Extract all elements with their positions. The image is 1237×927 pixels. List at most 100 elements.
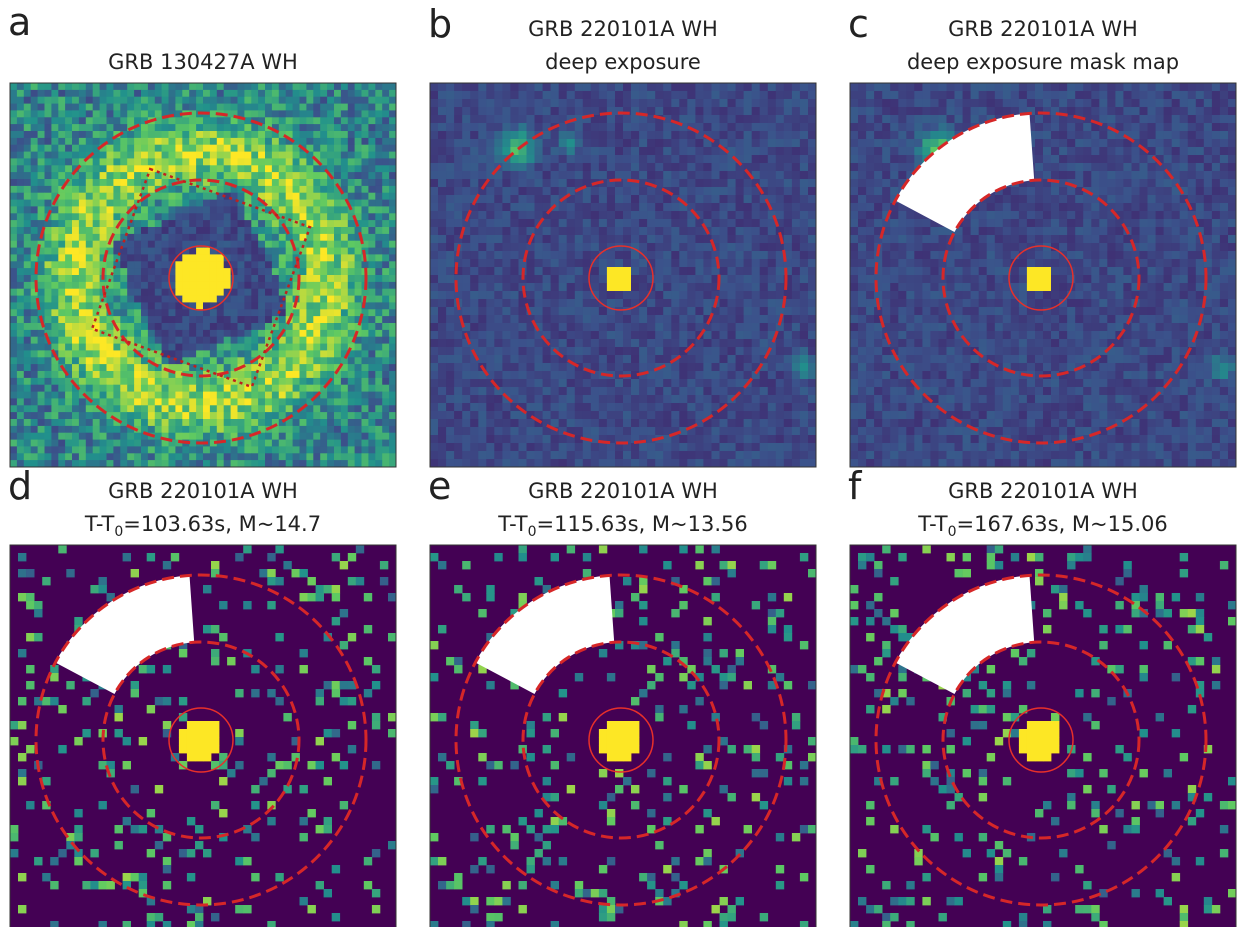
- pixel: [720, 251, 728, 259]
- pixel: [494, 91, 502, 99]
- pixel: [800, 179, 808, 187]
- pixel: [800, 291, 808, 299]
- pixel: [760, 243, 768, 251]
- pixel: [203, 104, 210, 111]
- pixel: [38, 179, 45, 186]
- pixel: [141, 241, 148, 248]
- pixel: [639, 155, 647, 163]
- pixel: [623, 91, 631, 99]
- pixel: [175, 83, 182, 90]
- pixel: [671, 171, 679, 179]
- pixel: [494, 251, 502, 259]
- pixel: [389, 234, 396, 241]
- pixel: [238, 323, 245, 330]
- pixel: [10, 385, 17, 392]
- pixel: [470, 339, 478, 347]
- pixel: [148, 138, 155, 145]
- pixel: [293, 90, 300, 97]
- pixel: [486, 259, 494, 267]
- pixel: [703, 299, 711, 307]
- pixel: [120, 316, 127, 323]
- pixel: [196, 158, 203, 165]
- pixel: [462, 235, 470, 243]
- pixel: [38, 193, 45, 200]
- pixel: [362, 227, 369, 234]
- pixel: [175, 186, 182, 193]
- pixel: [141, 289, 148, 296]
- pixel: [93, 193, 100, 200]
- pixel: [100, 385, 107, 392]
- pixel: [368, 296, 375, 303]
- pixel: [31, 165, 38, 172]
- pixel: [45, 453, 52, 460]
- pixel: [462, 379, 470, 387]
- pixel: [583, 355, 591, 363]
- pixel: [728, 83, 736, 91]
- pixel: [286, 344, 293, 351]
- pixel: [265, 316, 272, 323]
- pixel: [265, 145, 272, 152]
- pixel: [478, 171, 486, 179]
- pixel: [744, 187, 752, 195]
- pixel: [231, 145, 238, 152]
- pixel: [334, 241, 341, 248]
- pixel: [446, 347, 454, 355]
- pixel: [607, 331, 615, 339]
- pixel: [647, 107, 655, 115]
- pixel: [454, 115, 462, 123]
- pixel: [224, 385, 231, 392]
- pixel: [703, 379, 711, 387]
- pixel: [389, 357, 396, 364]
- pixel: [438, 251, 446, 259]
- pixel: [86, 302, 93, 309]
- pixel: [58, 316, 65, 323]
- pixel: [744, 243, 752, 251]
- pixel: [527, 371, 535, 379]
- pixel: [519, 211, 527, 219]
- pixel: [300, 330, 307, 337]
- pixel: [113, 268, 120, 275]
- pixel: [265, 296, 272, 303]
- pixel: [712, 171, 720, 179]
- pixel: [244, 206, 251, 213]
- pixel: [355, 165, 362, 172]
- pixel: [141, 152, 148, 159]
- pixel: [272, 104, 279, 111]
- pixel: [224, 433, 231, 440]
- pixel: [583, 83, 591, 91]
- pixel: [382, 138, 389, 145]
- pixel: [776, 195, 784, 203]
- pixel: [196, 234, 203, 241]
- pixel: [86, 330, 93, 337]
- pixel: [470, 243, 478, 251]
- pixel: [203, 90, 210, 97]
- pixel: [72, 206, 79, 213]
- pixel: [430, 203, 438, 211]
- pixel: [728, 195, 736, 203]
- pixel: [744, 347, 752, 355]
- pixel: [728, 203, 736, 211]
- pixel: [313, 275, 320, 282]
- pixel: [58, 110, 65, 117]
- pixel: [736, 195, 744, 203]
- pixel: [265, 275, 272, 282]
- pixel: [141, 206, 148, 213]
- pixel: [663, 307, 671, 315]
- pixel: [217, 282, 224, 289]
- pixel: [148, 248, 155, 255]
- pixel: [470, 211, 478, 219]
- pixel: [486, 227, 494, 235]
- pixel: [671, 291, 679, 299]
- pixel: [623, 299, 631, 307]
- pixel: [313, 117, 320, 124]
- pixel: [535, 251, 543, 259]
- pixel: [375, 200, 382, 207]
- pixel: [265, 412, 272, 419]
- pixel: [279, 350, 286, 357]
- pixel: [800, 315, 808, 323]
- pixel: [24, 433, 31, 440]
- pixel: [430, 99, 438, 107]
- pixel: [382, 186, 389, 193]
- pixel: [258, 186, 265, 193]
- pixel: [320, 357, 327, 364]
